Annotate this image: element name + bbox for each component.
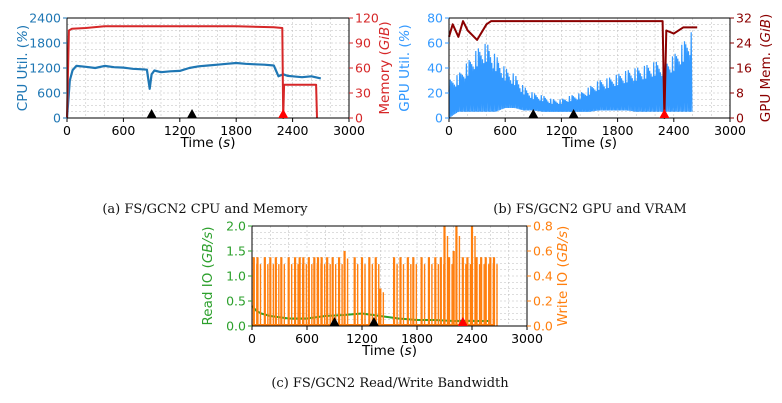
y-right-tick-label: 0.2 bbox=[533, 294, 553, 309]
series-gpu bbox=[448, 32, 693, 118]
x-axis-label: Time (s) bbox=[361, 343, 417, 359]
y-left-tick-label: 1.5 bbox=[226, 244, 246, 259]
x-tick-label: 1800 bbox=[401, 331, 433, 346]
y-left-tick-label: 1200 bbox=[29, 61, 61, 76]
y-right-tick-label: 90 bbox=[355, 36, 371, 51]
series-vram bbox=[448, 20, 698, 119]
series-mem bbox=[66, 25, 318, 119]
x-tick-label: 2400 bbox=[456, 331, 488, 346]
chart-gpu-vram-svg: 0 600 1200 1800 2400 300002040608008162432Tim… bbox=[397, 11, 774, 152]
y-right-tick-label: 0 bbox=[736, 111, 744, 126]
x-tick-label: 600 bbox=[111, 123, 135, 138]
y-right-tick-label: 120 bbox=[355, 11, 379, 26]
y-left-tick-label: 1.0 bbox=[226, 269, 246, 284]
y-left-tick-label: 0 bbox=[435, 111, 443, 126]
series-cpu bbox=[65, 61, 322, 119]
x-tick-label: 2400 bbox=[277, 123, 309, 138]
y-right-tick-label: 0.0 bbox=[533, 319, 553, 334]
y-right-tick-label: 16 bbox=[736, 61, 752, 76]
event-marker bbox=[568, 109, 579, 118]
x-tick-label: 1800 bbox=[602, 123, 634, 138]
y-left-tick-label: 600 bbox=[37, 86, 61, 101]
y-right-tick-label: 0.4 bbox=[533, 269, 553, 284]
chart-gpu-vram: 0 600 1200 1800 2400 3000 0 20 40 60 80 0 8 16 24 32 Tim… bbox=[395, 0, 782, 204]
chart-cpu-memory: 0 600 1200 1800 2400 3000 0 600 1200 1800 2400 0 30 6… bbox=[0, 0, 395, 204]
chart-read-write-svg: 0 600 1200 1800 2400 30000.00.51.01.52.00.00.… bbox=[200, 219, 571, 360]
caption-cpu-memory: (a) FS/GCN2 CPU and Memory bbox=[102, 202, 308, 217]
grid bbox=[66, 17, 350, 119]
x-tick-label: 600 bbox=[493, 123, 517, 138]
x-tick-label: 1200 bbox=[164, 123, 196, 138]
y-left-tick-label: 40 bbox=[427, 61, 443, 76]
y-right-tick-label: 0 bbox=[355, 111, 363, 126]
x-tick-label: 3000 bbox=[714, 123, 746, 138]
event-marker bbox=[329, 317, 340, 326]
x-tick-label: 3000 bbox=[511, 331, 543, 346]
series-write bbox=[252, 226, 498, 326]
event-marker bbox=[528, 109, 539, 118]
x-axis-label: Time (s) bbox=[180, 135, 236, 151]
y-left-tick-label: 2.0 bbox=[226, 219, 246, 234]
x-tick-label: 600 bbox=[295, 331, 319, 346]
y-left-axis-label: GPU Util. (%) bbox=[397, 24, 413, 111]
event-marker bbox=[457, 317, 468, 326]
y-left-tick-label: 2400 bbox=[29, 11, 61, 26]
y-right-tick-label: 0.6 bbox=[533, 244, 553, 259]
x-tick-label: 0 bbox=[63, 123, 71, 138]
y-left-tick-label: 1800 bbox=[29, 36, 61, 51]
x-tick-label: 1800 bbox=[220, 123, 252, 138]
y-right-tick-label: 30 bbox=[355, 86, 371, 101]
y-right-axis-label: GPU Mem. (GiB) bbox=[758, 14, 774, 123]
y-right-tick-label: 24 bbox=[736, 36, 752, 51]
y-left-tick-label: 0.5 bbox=[226, 294, 246, 309]
x-tick-label: 3000 bbox=[333, 123, 365, 138]
chart-read-write: 0 600 1200 1800 2400 3000 0.0 0.5 1.0 1.5 2.0 0.0 0.… bbox=[195, 212, 595, 378]
y-left-axis-label: CPU Util. (%) bbox=[15, 25, 31, 111]
x-tick-label: 1200 bbox=[545, 123, 577, 138]
chart-cpu-memory-svg: 0 600 1200 1800 2400 300006001200180024000306… bbox=[15, 11, 393, 152]
x-tick-label: 2400 bbox=[658, 123, 690, 138]
y-left-tick-label: 20 bbox=[427, 86, 443, 101]
y-right-tick-label: 0.8 bbox=[533, 219, 553, 234]
y-right-tick-label: 32 bbox=[736, 11, 752, 26]
event-marker bbox=[278, 109, 289, 118]
x-tick-label: 0 bbox=[445, 123, 453, 138]
event-marker bbox=[146, 109, 157, 118]
event-marker bbox=[659, 109, 670, 118]
y-left-tick-label: 80 bbox=[427, 11, 443, 26]
y-left-axis-label: Read IO (GB/s) bbox=[200, 227, 216, 326]
y-right-axis-label: Write IO (GB/s) bbox=[555, 226, 571, 327]
y-right-tick-label: 8 bbox=[736, 86, 744, 101]
x-tick-label: 1200 bbox=[346, 331, 378, 346]
x-tick-label: 0 bbox=[248, 331, 256, 346]
event-marker bbox=[187, 109, 198, 118]
y-left-tick-label: 0 bbox=[53, 111, 61, 126]
event-marker bbox=[368, 317, 379, 326]
y-left-tick-label: 60 bbox=[427, 36, 443, 51]
caption-gpu-vram: (b) FS/GCN2 GPU and VRAM bbox=[493, 202, 687, 217]
y-left-tick-label: 0.0 bbox=[226, 319, 246, 334]
caption-read-write: (c) FS/GCN2 Read/Write Bandwidth bbox=[271, 376, 509, 391]
y-right-tick-label: 60 bbox=[355, 61, 371, 76]
x-axis-label: Time (s) bbox=[561, 135, 617, 151]
y-right-axis-label: Memory (GiB) bbox=[377, 21, 393, 114]
